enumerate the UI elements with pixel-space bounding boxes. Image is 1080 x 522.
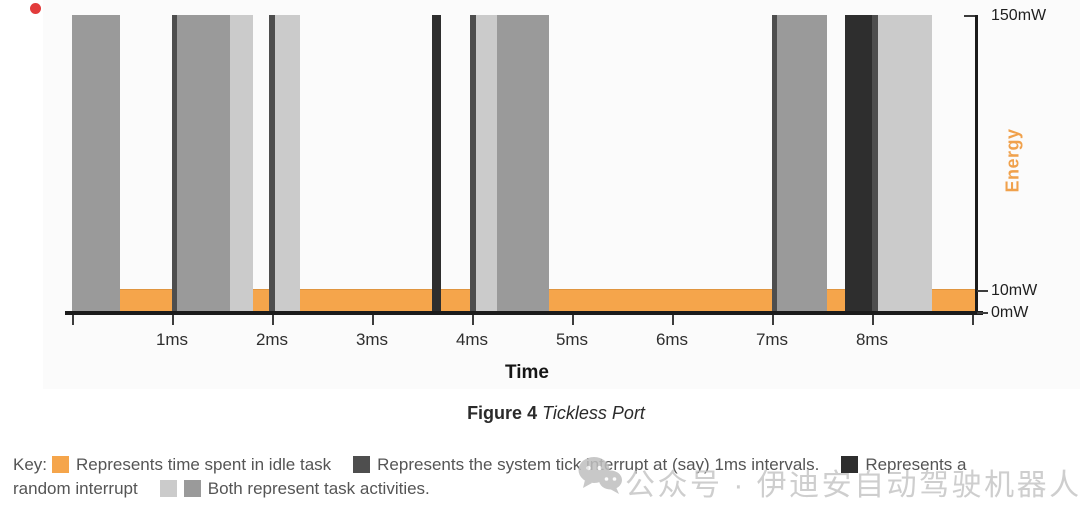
energy-axis-label: Energy [1002,128,1023,193]
task-activity-bar [777,15,827,311]
task-activity-bar [230,15,253,311]
x-axis-tick [172,315,174,325]
task-activity-bar [275,15,300,311]
figure-caption-title: Tickless Port [542,403,645,423]
y-axis-line [975,15,978,315]
x-axis-tick [472,315,474,325]
task-activity-bar [72,15,120,311]
x-axis-tick [272,315,274,325]
random-interrupt-bar [845,15,872,311]
idle-band-segment [441,289,470,312]
x-tick-label: 5ms [555,330,589,349]
idle-band-segment [120,289,172,312]
random-interrupt-bar [432,15,441,311]
legend: Key: Represents time spent in idle task Re… [13,453,1075,501]
x-tick-label: 1ms [155,330,189,349]
y-tick-label: 150mW [991,7,1047,24]
legend-swatch-idle [52,456,70,473]
x-axis-tick [572,315,574,325]
x-axis-tick [972,315,974,325]
tick-interrupt-bar [269,15,275,311]
x-axis-tick [772,315,774,325]
task-activity-bar [177,15,230,311]
time-axis-label: Time [504,362,549,383]
idle-band-segment [549,289,772,312]
x-tick-label: 6ms [655,330,689,349]
idle-band-segment [932,289,975,312]
idle-band-segment [253,289,269,312]
task-activity-bar [878,15,932,311]
tick-interrupt-bar [772,15,777,311]
idle-band-segment [827,289,845,312]
legend-swatch-random [841,456,859,473]
legend-text: Represents a [865,455,967,474]
x-axis-tick [372,315,374,325]
x-tick-label: 2ms [255,330,289,349]
x-axis-tick [872,315,874,325]
x-axis-line [65,311,983,315]
y-tick-label: 10mW [991,282,1038,299]
figure-caption-number: Figure 4 [467,403,538,423]
x-tick-label: 7ms [755,330,789,349]
legend-swatch-tick [353,456,371,473]
legend-text: random interrupt [13,479,138,498]
x-tick-label: 8ms [855,330,889,349]
tick-interrupt-bar [172,15,177,311]
x-tick-label: 3ms [355,330,389,349]
legend-text: Key: [13,455,48,474]
tick-interrupt-bar [872,15,878,311]
legend-text: Represents time spent in idle task [76,455,332,474]
legend-text: Both represent task activities. [207,479,430,498]
y-tick-label: 0mW [991,304,1029,321]
chart-plot: Energy 1ms 2ms 3ms 4ms 5ms 6ms 7ms 8ms 150mW 10mW… [65,7,1047,349]
figure-caption: Figure 4 Tickless Port [336,403,776,424]
legend-line: Key: Represents time spent in idle task Re… [13,453,1075,477]
red-dot-indicator [30,3,41,14]
y-axis-tick [977,290,988,292]
task-activity-bar [497,15,549,311]
x-axis-tick [72,315,74,325]
legend-swatch-task_med [183,480,201,497]
legend-swatch-task_light [159,480,177,497]
task-activity-bar [476,15,497,311]
tick-interrupt-bar [470,15,476,311]
x-axis-tick [672,315,674,325]
legend-line: random interrupt Both represent task acti… [13,477,1075,501]
x-tick-label: 4ms [455,330,489,349]
y-axis-tick [977,312,988,314]
y-axis-tick [964,15,975,17]
legend-text: Represents the system tick interrupt at … [377,455,820,474]
idle-band-segment [300,289,432,312]
